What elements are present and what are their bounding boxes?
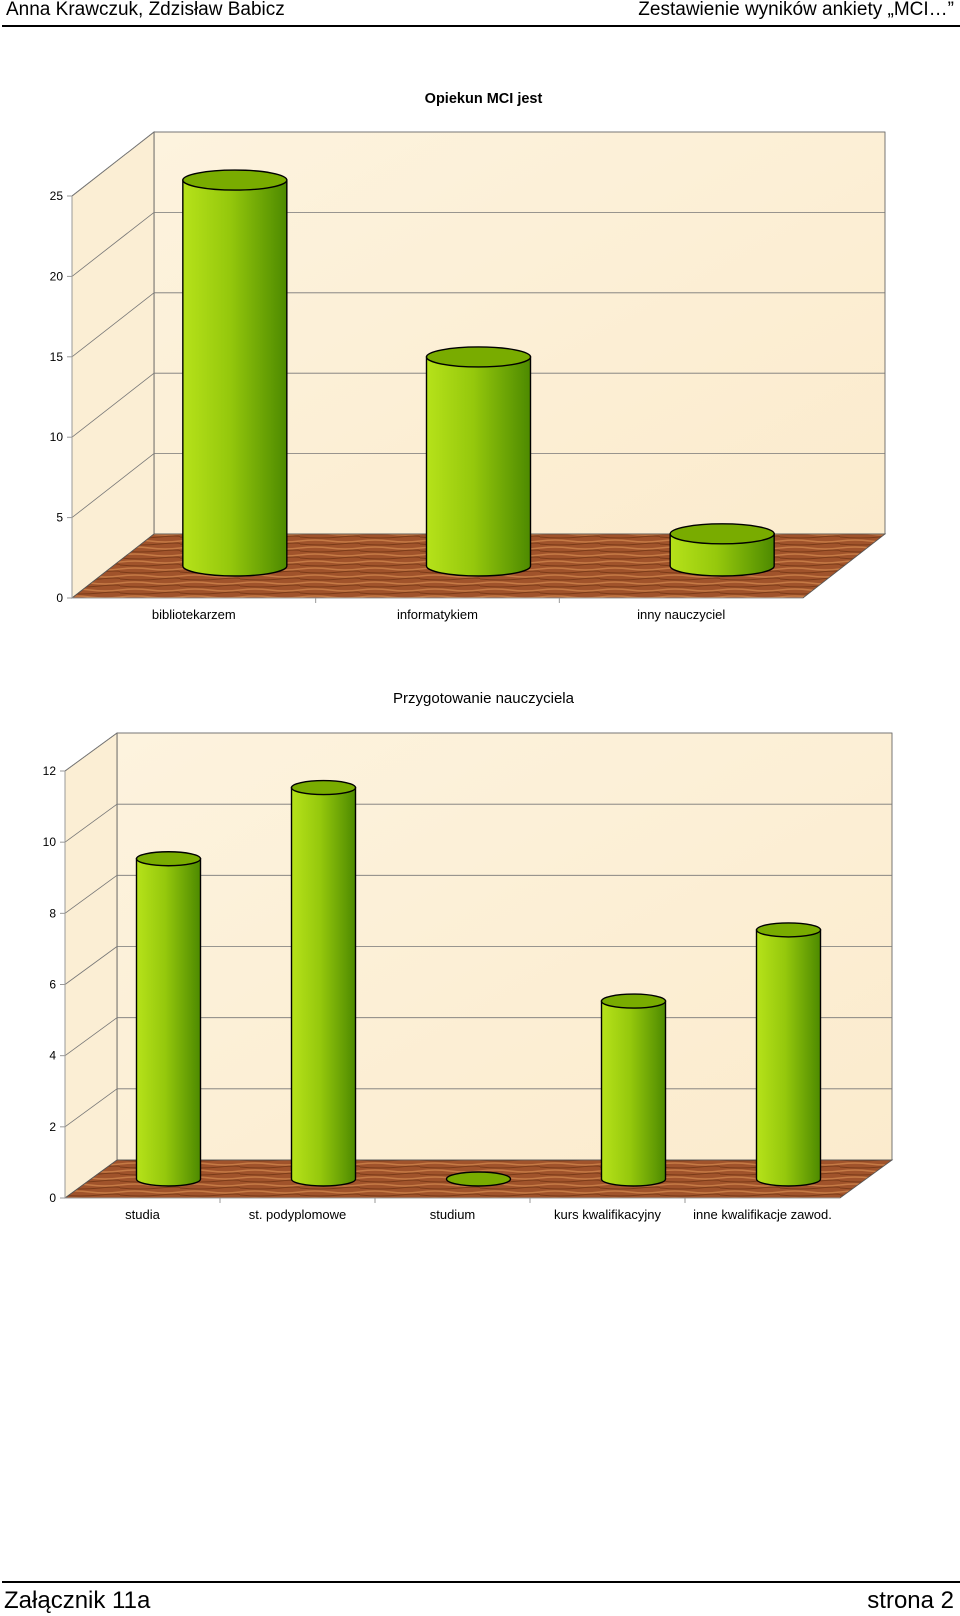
footer-page-number: strona 2 bbox=[867, 1587, 954, 1614]
footer-rule bbox=[2, 1581, 960, 1583]
footer-attachment: Załącznik 11a bbox=[4, 1587, 151, 1614]
bar bbox=[182, 169, 288, 577]
y-tick-label: 5 bbox=[56, 511, 63, 525]
y-tick-label: 12 bbox=[43, 764, 57, 778]
x-tick-label: inne kwalifikacje zawod. bbox=[693, 1207, 832, 1222]
gridline-side bbox=[71, 212, 155, 277]
y-tick-label: 10 bbox=[43, 835, 57, 849]
y-tick-label: 2 bbox=[49, 1120, 56, 1134]
bar bbox=[600, 993, 667, 1187]
x-tick-label: studium bbox=[430, 1207, 476, 1222]
chart-opiekun-mci: Opiekun MCI jest 0 5 10 15 20 25 bibliotekarzem… bbox=[50, 91, 887, 622]
bar-body bbox=[755, 929, 822, 1187]
gridline-side bbox=[64, 732, 118, 772]
gridline-side bbox=[71, 131, 155, 197]
x-tick-label: st. podyplomowe bbox=[249, 1207, 347, 1222]
bar bbox=[425, 346, 532, 577]
header-rule bbox=[2, 25, 960, 27]
bar-body bbox=[182, 179, 288, 577]
bar-top bbox=[445, 1171, 512, 1187]
bar-top bbox=[290, 779, 357, 796]
chart-title: Przygotowanie nauczyciela bbox=[393, 690, 575, 707]
bar-body bbox=[135, 858, 202, 1187]
bar-top bbox=[669, 523, 775, 545]
bar bbox=[755, 922, 822, 1187]
bar bbox=[445, 1171, 512, 1187]
gridline-side bbox=[71, 453, 155, 518]
y-tick-label: 15 bbox=[50, 350, 64, 364]
bar-top bbox=[600, 993, 667, 1009]
bar-top bbox=[182, 169, 288, 191]
bar bbox=[135, 851, 202, 1187]
x-tick-label: bibliotekarzem bbox=[152, 607, 236, 622]
y-tick-label: 25 bbox=[50, 189, 64, 203]
y-tick-label: 20 bbox=[50, 269, 64, 283]
header-document-title: Zestawienie wyników ankiety „MCI…” bbox=[638, 0, 954, 20]
x-tick-label: inny nauczyciel bbox=[637, 607, 725, 622]
bar bbox=[290, 779, 357, 1187]
gridline-side bbox=[64, 946, 118, 985]
gridline-side bbox=[64, 875, 118, 914]
bar-body bbox=[425, 356, 532, 577]
header-authors: Anna Krawczuk, Zdzisław Babicz bbox=[6, 0, 285, 20]
gridline-side bbox=[64, 1088, 118, 1128]
x-tick-label: kurs kwalifikacyjny bbox=[554, 1207, 661, 1222]
gridline-side bbox=[64, 1017, 118, 1056]
side-wall bbox=[71, 131, 155, 599]
y-tick-label: 8 bbox=[49, 906, 56, 920]
x-tick-label: studia bbox=[125, 1207, 160, 1222]
bar-top bbox=[425, 346, 532, 368]
y-tick-label: 0 bbox=[56, 591, 63, 605]
bar-body bbox=[669, 533, 775, 577]
bar-body bbox=[290, 786, 357, 1187]
y-tick-label: 4 bbox=[49, 1049, 56, 1063]
chart-title: Opiekun MCI jest bbox=[425, 91, 543, 107]
gridline-side bbox=[71, 292, 155, 358]
bar bbox=[669, 523, 775, 577]
bar-top bbox=[755, 922, 822, 938]
x-tick-label: informatykiem bbox=[397, 607, 478, 622]
gridline-side bbox=[64, 803, 118, 843]
bar-body bbox=[600, 1000, 667, 1187]
y-tick-label: 10 bbox=[50, 430, 64, 444]
page-footer: Załącznik 11a strona 2 bbox=[0, 1575, 960, 1616]
y-tick-label: 0 bbox=[49, 1191, 56, 1205]
gridline-side bbox=[71, 372, 155, 438]
page-header: Anna Krawczuk, Zdzisław Babicz Zestawien… bbox=[0, 0, 960, 27]
y-tick-label: 6 bbox=[49, 978, 56, 992]
chart-przygotowanie-nauczyciela: Przygotowanie nauczyciela 0 2 4 6 8 10 12 studia… bbox=[43, 690, 894, 1222]
bar-top bbox=[135, 851, 202, 867]
